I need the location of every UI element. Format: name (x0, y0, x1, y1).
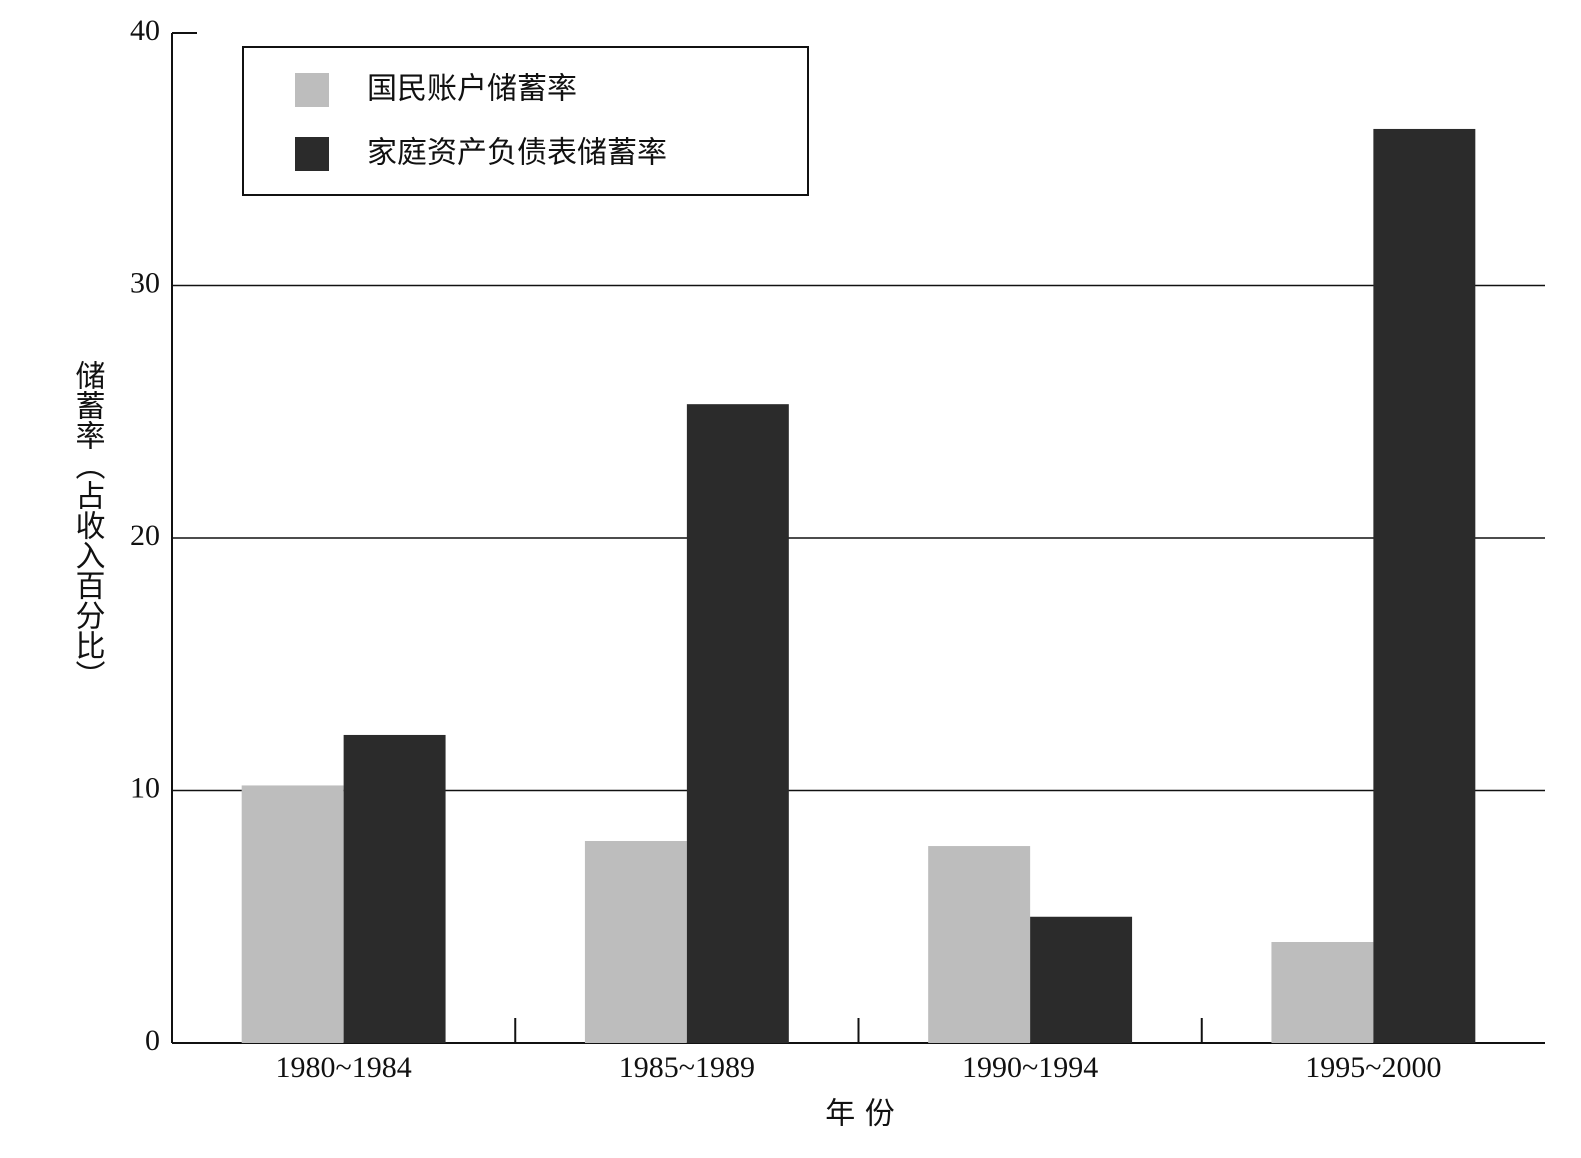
bar (241, 785, 344, 1043)
x-tick-label: 1990~1994 (962, 1051, 1098, 1084)
legend-label: 家庭资产负债表储蓄率 (367, 136, 667, 171)
bar (343, 734, 446, 1043)
bar (1271, 942, 1374, 1043)
bar (584, 841, 687, 1043)
legend-swatch (295, 73, 329, 107)
y-axis-label: 储蓄率（占收入百分比） (70, 360, 106, 690)
y-tick-label: 40 (130, 14, 160, 47)
legend-swatch (295, 137, 329, 171)
bar (1373, 128, 1476, 1043)
bar (686, 404, 789, 1043)
bar (928, 846, 1031, 1043)
legend-label: 国民账户储蓄率 (367, 72, 577, 107)
y-tick-label: 10 (130, 771, 160, 804)
x-tick-label: 1980~1984 (276, 1051, 412, 1084)
bar (1030, 916, 1133, 1043)
x-axis-label: 年 份 (825, 1097, 895, 1132)
legend-box (242, 46, 809, 196)
x-tick-label: 1995~2000 (1305, 1051, 1441, 1084)
y-tick-label: 0 (145, 1024, 160, 1057)
x-tick-label: 1985~1989 (619, 1051, 755, 1084)
y-tick-label: 20 (130, 519, 160, 552)
y-tick-label: 30 (130, 266, 160, 299)
